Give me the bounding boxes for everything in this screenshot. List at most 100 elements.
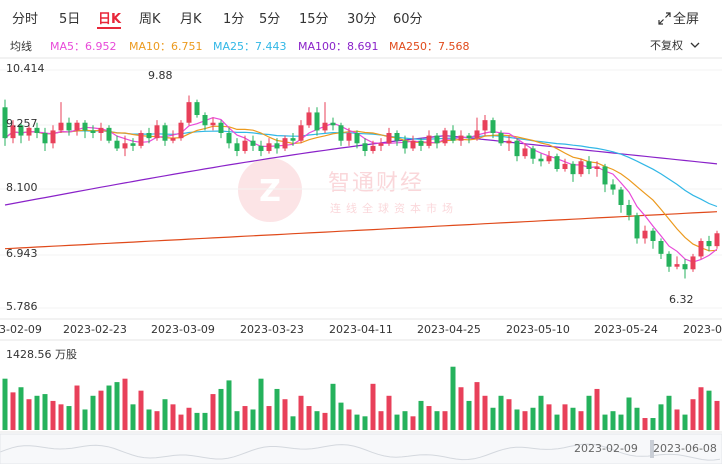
ma100-label: MA100：8.691 xyxy=(298,40,379,53)
candle-body xyxy=(58,122,64,131)
date-axis-label: 2023-02-23 xyxy=(63,323,127,336)
volume-bar xyxy=(186,407,192,430)
candle-body xyxy=(162,125,168,141)
tab-30-minute[interactable]: 30分 xyxy=(347,12,377,27)
volume-bar xyxy=(602,414,608,430)
candle-body xyxy=(322,122,328,131)
volume-bar xyxy=(66,406,72,430)
candle-body xyxy=(706,240,712,247)
tab-intraday[interactable]: 分时 xyxy=(12,12,39,27)
date-axis-label: 2023-05-10 xyxy=(506,323,570,336)
candle-body xyxy=(562,163,568,170)
candle-body xyxy=(578,161,584,175)
volume-bar xyxy=(2,378,8,430)
volume-bar xyxy=(354,414,360,430)
volume-bar xyxy=(466,400,472,430)
candle-body xyxy=(474,130,480,139)
date-axis-label: 2023-04-25 xyxy=(417,323,481,336)
volume-bar xyxy=(50,400,56,430)
volume-bar xyxy=(138,390,144,430)
candle-body xyxy=(274,143,280,149)
volume-bar xyxy=(42,394,48,430)
volume-bar xyxy=(34,395,40,430)
candle-body xyxy=(34,127,40,134)
tab-5-day[interactable]: 5日 xyxy=(59,12,81,27)
candle-body xyxy=(306,112,312,126)
ma-legend: 均线 MA5：6.952 MA10：6.751 MA25：7.443 MA100… xyxy=(0,38,722,54)
candle-body xyxy=(170,138,176,141)
candle-body xyxy=(18,125,24,136)
tab-15-minute[interactable]: 15分 xyxy=(299,12,329,27)
range-start-date: 2023-02-09 xyxy=(574,442,638,455)
candle-body xyxy=(698,240,704,257)
volume-bar xyxy=(242,406,248,430)
candle-body xyxy=(546,156,552,162)
active-tab-indicator xyxy=(97,27,121,29)
volume-bar xyxy=(322,412,328,430)
candle-body xyxy=(410,140,416,149)
volume-bar xyxy=(74,385,80,430)
ma100-line xyxy=(4,135,718,206)
volume-bar xyxy=(338,402,344,430)
tab-weekly-k[interactable]: 周K xyxy=(139,12,161,27)
tab-60-minute[interactable]: 60分 xyxy=(393,12,423,27)
volume-bar xyxy=(274,388,280,430)
volume-bar xyxy=(202,412,208,430)
candle-body xyxy=(10,125,16,139)
volume-bar xyxy=(234,411,240,430)
volume-bar xyxy=(458,387,464,430)
volume-bar xyxy=(314,411,320,430)
tab-monthly-k[interactable]: 月K xyxy=(180,12,202,27)
volume-bar xyxy=(250,409,256,430)
price-axis-label: 9.257 xyxy=(6,117,38,130)
volume-bar xyxy=(418,400,424,430)
date-axis-label: 2023-06-08 xyxy=(683,323,722,336)
volume-bar xyxy=(530,407,536,430)
svg-text:Z: Z xyxy=(259,174,281,209)
candle-body xyxy=(594,166,600,170)
volume-bar xyxy=(506,399,512,430)
tab-daily-k[interactable]: 日K xyxy=(98,12,122,27)
candle-body xyxy=(650,230,656,241)
candle-body xyxy=(266,143,272,152)
date-axis-label: 2023-03-09 xyxy=(151,323,215,336)
price-axis-label: 8.100 xyxy=(6,181,38,194)
volume-bar xyxy=(18,387,24,430)
candle-body xyxy=(690,256,696,270)
volume-bar xyxy=(114,382,120,430)
candle-body xyxy=(442,130,448,144)
volume-bar xyxy=(434,411,440,430)
candle-body xyxy=(538,158,544,162)
candle-body xyxy=(330,122,336,126)
volume-bar xyxy=(194,412,200,430)
volume-bar xyxy=(26,399,32,430)
volume-bar xyxy=(482,395,488,430)
candle-body xyxy=(250,140,256,146)
candle-body xyxy=(122,143,128,149)
candle-body xyxy=(586,161,592,170)
price-adjust-dropdown[interactable]: 不复权 xyxy=(650,37,700,53)
period-tabs: 分时 5日 日K 周K 月K 1分 5分 15分 30分 60分 xyxy=(0,0,722,32)
candle-body xyxy=(26,127,32,136)
volume-bar xyxy=(626,397,632,430)
candle-body xyxy=(458,135,464,141)
tab-5-minute[interactable]: 5分 xyxy=(259,12,281,27)
volume-bar xyxy=(570,407,576,430)
candle-body xyxy=(202,115,208,126)
price-adjust-label: 不复权 xyxy=(650,39,683,52)
volume-bar xyxy=(682,414,688,430)
candle-body xyxy=(106,127,112,141)
volume-bar xyxy=(170,404,176,430)
volume-bar xyxy=(346,409,352,430)
volume-bar xyxy=(130,404,136,430)
volume-bar xyxy=(586,395,592,430)
price-axis-label: 6.943 xyxy=(6,247,38,260)
volume-bar xyxy=(122,378,128,430)
candle-body xyxy=(98,127,104,134)
ma-type-label[interactable]: 均线 xyxy=(10,40,32,53)
fullscreen-button[interactable]: 全屏 xyxy=(658,8,699,27)
tab-1-minute[interactable]: 1分 xyxy=(223,12,245,27)
range-end-date: 2023-06-08 xyxy=(653,442,717,455)
volume-bar xyxy=(474,382,480,430)
